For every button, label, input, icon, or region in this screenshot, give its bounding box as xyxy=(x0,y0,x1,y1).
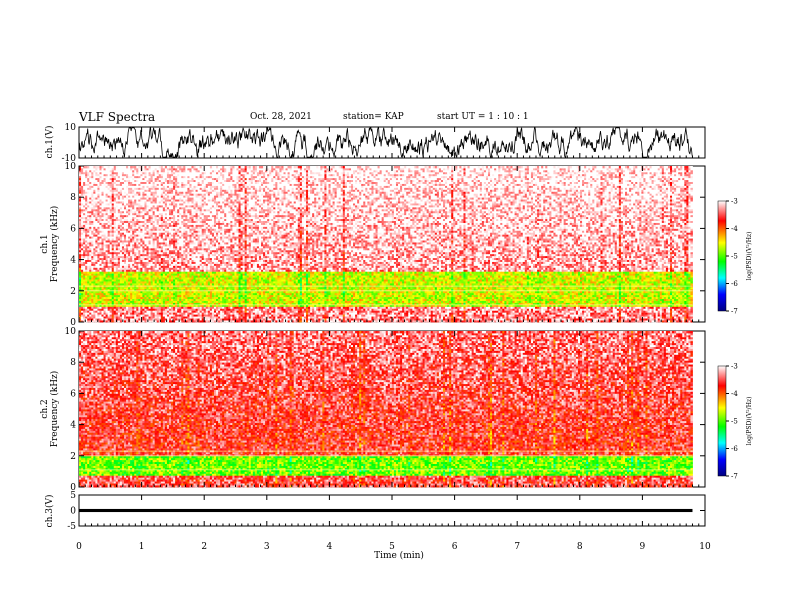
ch1-waveform-plot xyxy=(79,128,693,157)
ch1-spectrogram xyxy=(79,166,693,322)
ch1-waveform-line xyxy=(79,128,693,157)
